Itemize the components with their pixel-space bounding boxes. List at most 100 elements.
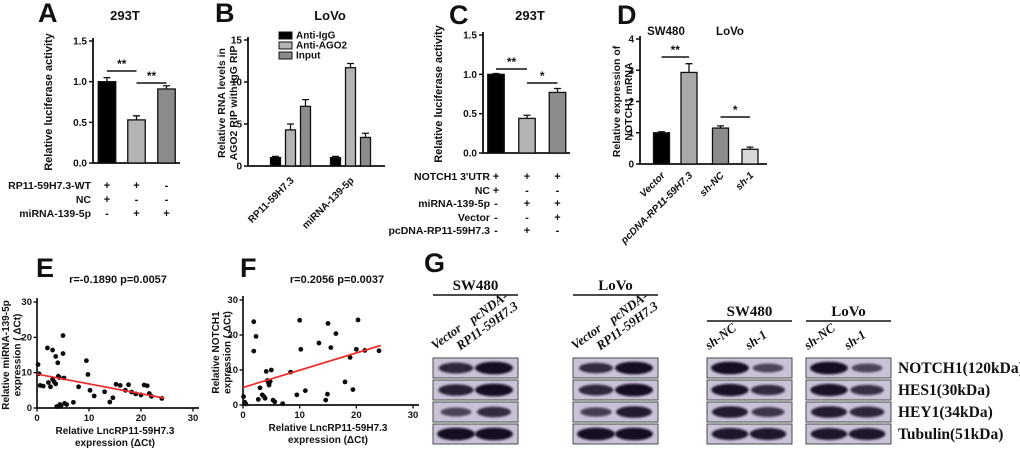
condition-label: miRNA-139-5p: [418, 198, 490, 210]
lane-label: pcNDA-RP11-59H7.3: [584, 287, 661, 354]
significance-label: *: [733, 103, 738, 117]
data-point: [342, 379, 348, 385]
x-category-label: sh-1: [734, 170, 757, 193]
condition-symbol: -: [165, 194, 169, 206]
data-point: [333, 331, 339, 336]
lane-label-line: sh-1: [741, 327, 769, 353]
data-point: [64, 402, 70, 407]
y-tick-label: 3: [628, 66, 634, 77]
protein-band: [850, 384, 884, 396]
significance-label: **: [147, 69, 157, 83]
condition-symbol: +: [554, 198, 560, 210]
data-point: [117, 382, 123, 388]
panel-A: A 293T 0.0 0.5 1.0 1.5 Relative luciferase a…: [8, 0, 215, 250]
x-axis-label: Relative LncRP11-59H7.3: [269, 423, 388, 434]
y-tick-label: 1.5: [73, 37, 87, 48]
bar-chart-C: 0.0 0.5 1.0 1.5 Relative luciferase activity…: [388, 24, 570, 237]
protein-band: [752, 363, 784, 373]
protein-band: [851, 363, 883, 373]
protein-band: [438, 362, 474, 374]
bar: [299, 105, 312, 167]
y-tick-label: 2: [628, 97, 634, 108]
data-point: [58, 403, 64, 409]
condition-symbol: +: [524, 171, 530, 183]
error-bar: [554, 87, 561, 93]
condition-symbol: +: [524, 198, 530, 210]
panel-B: B LoVo 0 5 10 15 Relative RNA levels in AGO2 …: [215, 0, 420, 250]
cell-line-header: LoVo: [831, 304, 865, 320]
legend-label: Input: [296, 51, 321, 62]
bar: [329, 156, 342, 167]
lane-label: sh-1: [741, 327, 769, 353]
protein-band: [810, 428, 848, 440]
y-tick-label: 0: [236, 162, 242, 173]
cell-line-header: SW480: [727, 304, 773, 320]
y-axis-label: Relative luciferase activity: [433, 24, 445, 162]
protein-band: [810, 383, 848, 397]
bar: [518, 117, 536, 154]
bar: [487, 73, 505, 154]
condition-symbol: -: [135, 194, 139, 206]
data-point: [347, 355, 353, 360]
protein-band: [615, 427, 653, 441]
y-tick-label: 0.5: [463, 109, 477, 120]
y-tick-label: 1.0: [73, 77, 87, 88]
condition-symbol: +: [493, 185, 499, 197]
data-point: [251, 319, 257, 325]
data-point: [328, 345, 334, 350]
bar: [548, 91, 567, 154]
significance-label: **: [671, 43, 681, 57]
data-point: [272, 399, 278, 405]
y-tick-label: 30: [227, 295, 238, 306]
x-tick-label: 30: [408, 410, 419, 421]
protein-band: [711, 406, 749, 418]
protein-band: [749, 428, 787, 440]
data-point: [253, 334, 259, 339]
bar: [284, 129, 297, 167]
panel-letter-C: C: [449, 0, 469, 30]
bar: [97, 81, 117, 164]
bar: [359, 136, 372, 167]
data-point: [263, 369, 269, 374]
legend-swatch: [278, 31, 293, 40]
condition-label: RP11-59H7.3-WT: [8, 180, 91, 192]
data-point: [45, 345, 50, 351]
panel-letter-E: E: [36, 253, 55, 283]
protein-band: [615, 406, 653, 418]
error-bar: [302, 98, 309, 107]
data-point: [107, 399, 113, 405]
data-point: [316, 340, 322, 346]
condition-symbol: -: [525, 212, 529, 224]
data-point: [113, 381, 119, 387]
protein-band: [711, 383, 749, 397]
legend-label: Anti-AGO2: [296, 41, 348, 52]
y-tick-label: 15: [231, 36, 243, 47]
condition-label: NC: [475, 185, 491, 197]
protein-band: [440, 407, 472, 417]
data-point: [294, 392, 300, 398]
panel-E-title: r=-0.1890 p=0.0057: [69, 274, 167, 286]
data-point: [355, 317, 361, 323]
condition-symbol: +: [133, 208, 139, 220]
condition-symbol: -: [525, 185, 529, 197]
data-point: [60, 333, 66, 338]
condition-symbol: +: [524, 225, 530, 237]
x-tick-label: 20: [351, 410, 362, 421]
western-blot-G: SW480VectorpcNDA-RP11-59H7.3LoVoVectorpc…: [428, 278, 1020, 445]
data-point: [350, 387, 356, 392]
panel-C: C 293T 0.0 0.5 1.0 1.5 Relative luciferase a…: [388, 0, 625, 250]
x-tick-label: 10: [84, 413, 95, 424]
x-tick-label: 10: [294, 410, 305, 421]
data-point: [40, 383, 46, 389]
data-point: [325, 321, 331, 326]
condition-symbol: +: [493, 171, 499, 183]
y-axis-label: Relative luciferase activity: [43, 32, 55, 170]
data-point: [144, 383, 150, 389]
bar: [344, 67, 357, 167]
condition-label: NOTCH1 3'UTR: [414, 171, 490, 183]
protein-band: [711, 361, 749, 375]
error-bar: [492, 72, 500, 75]
lane-label: pcNDA-RP11-59H7.3: [444, 287, 521, 354]
protein-band: [476, 406, 512, 418]
